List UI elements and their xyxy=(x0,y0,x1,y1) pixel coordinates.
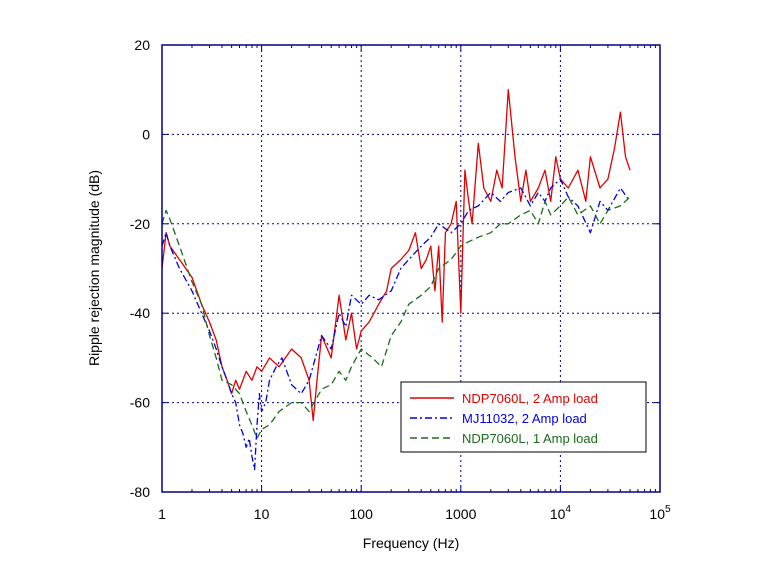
x-tick-label: 1 xyxy=(158,506,166,522)
legend-label-3: NDP7060L, 1 Amp load xyxy=(462,431,598,446)
y-tick-label: -80 xyxy=(130,484,150,500)
plot-frame xyxy=(161,44,661,493)
y-tick-label: 0 xyxy=(142,126,150,142)
series-line-3 xyxy=(161,196,631,440)
legend-label-2: MJ11032, 2 Amp load xyxy=(462,411,587,426)
x-tick-exponent: 4 xyxy=(565,504,571,515)
series-line-2 xyxy=(161,178,631,471)
y-tick-label: -60 xyxy=(130,395,150,411)
series-line-1 xyxy=(161,89,631,422)
x-axis-label: Frequency (Hz) xyxy=(363,535,459,551)
y-tick-label: 20 xyxy=(134,37,150,53)
legend: NDP7060L, 2 Amp load MJ11032, 2 Amp load N… xyxy=(400,381,647,453)
legend-label-1: NDP7060L, 2 Amp load xyxy=(462,391,598,406)
series-lines xyxy=(161,89,631,471)
x-tick-label: 104 xyxy=(550,504,572,522)
x-tick-label: 100 xyxy=(350,506,374,522)
x-tick-label: 10 xyxy=(254,506,270,522)
y-tick-label: -20 xyxy=(130,216,150,232)
x-tick-exponent: 5 xyxy=(665,504,671,515)
x-tick-label: 1000 xyxy=(445,506,476,522)
legend-box xyxy=(400,381,647,453)
tick-marks xyxy=(161,44,661,493)
x-tick-label: 105 xyxy=(649,504,671,522)
y-axis-label: Ripple rejection magnitude (dB) xyxy=(86,170,102,366)
y-tick-label: -40 xyxy=(130,305,150,321)
